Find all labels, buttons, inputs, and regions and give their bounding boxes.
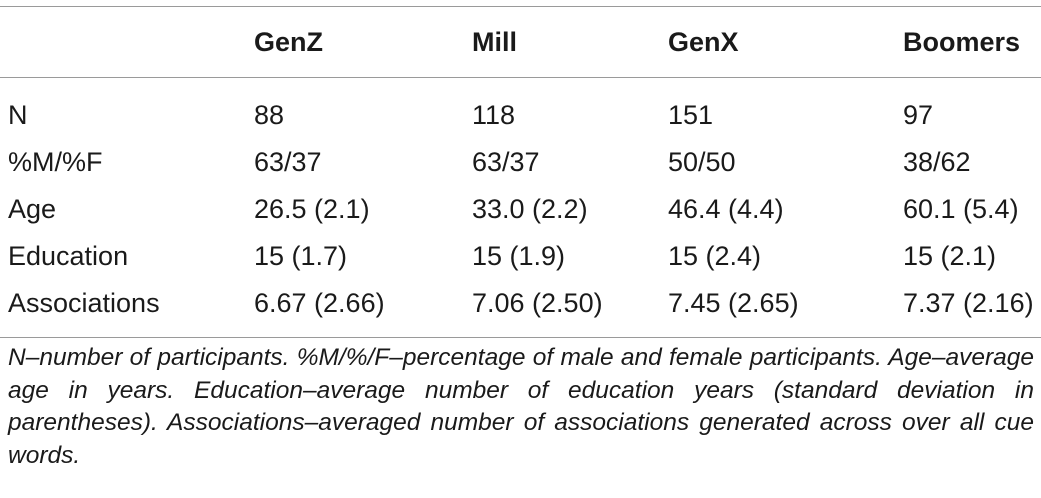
cell-boomers: 7.37 (2.16) <box>903 288 1034 318</box>
row-label: %M/%F <box>8 147 103 177</box>
cell-genx: 151 <box>668 100 714 130</box>
cell-mill: 118 <box>472 100 516 130</box>
header-mill: Mill <box>472 26 517 57</box>
cell-genz: 6.67 (2.66) <box>254 288 385 318</box>
header-empty-cell <box>0 7 246 78</box>
cell-genx: 7.45 (2.65) <box>668 288 799 318</box>
table-row-n: N 88 118 151 97 <box>0 78 1041 140</box>
demographics-table-container: GenZ Mill GenX Boomers N 88 118 151 97 %… <box>0 6 1041 338</box>
row-label: N <box>8 100 28 130</box>
table-footnote: N–number of participants. %M/%/F–percent… <box>8 344 1034 469</box>
table-row-age: Age 26.5 (2.1) 33.0 (2.2) 46.4 (4.4) 60.… <box>0 186 1041 233</box>
cell-mill: 63/37 <box>472 147 540 177</box>
table-header-row: GenZ Mill GenX Boomers <box>0 6 1041 78</box>
header-genz: GenZ <box>254 26 324 57</box>
row-label: Age <box>8 194 57 224</box>
cell-boomers: 38/62 <box>903 147 971 177</box>
cell-boomers: 15 (2.1) <box>903 241 997 271</box>
table-row-education: Education 15 (1.7) 15 (1.9) 15 (2.4) 15 … <box>0 233 1041 280</box>
cell-boomers: 97 <box>903 100 934 130</box>
cell-genz: 88 <box>254 100 285 130</box>
row-label: Education <box>8 241 129 271</box>
cell-mill: 7.06 (2.50) <box>472 288 603 318</box>
cell-genx: 46.4 (4.4) <box>668 194 784 224</box>
cell-genz: 15 (1.7) <box>254 241 348 271</box>
demographics-table: GenZ Mill GenX Boomers N 88 118 151 97 %… <box>0 6 1041 338</box>
cell-genx: 50/50 <box>668 147 736 177</box>
cell-genz: 26.5 (2.1) <box>254 194 370 224</box>
cell-genz: 63/37 <box>254 147 322 177</box>
cell-genx: 15 (2.4) <box>668 241 762 271</box>
cell-mill: 33.0 (2.2) <box>472 194 588 224</box>
header-boomers: Boomers <box>903 26 1021 57</box>
table-row-gender: %M/%F 63/37 63/37 50/50 38/62 <box>0 139 1041 186</box>
table-row-associations: Associations 6.67 (2.66) 7.06 (2.50) 7.4… <box>0 280 1041 338</box>
cell-mill: 15 (1.9) <box>472 241 566 271</box>
cell-boomers: 60.1 (5.4) <box>903 194 1019 224</box>
row-label: Associations <box>8 288 160 318</box>
header-genx: GenX <box>668 26 739 57</box>
